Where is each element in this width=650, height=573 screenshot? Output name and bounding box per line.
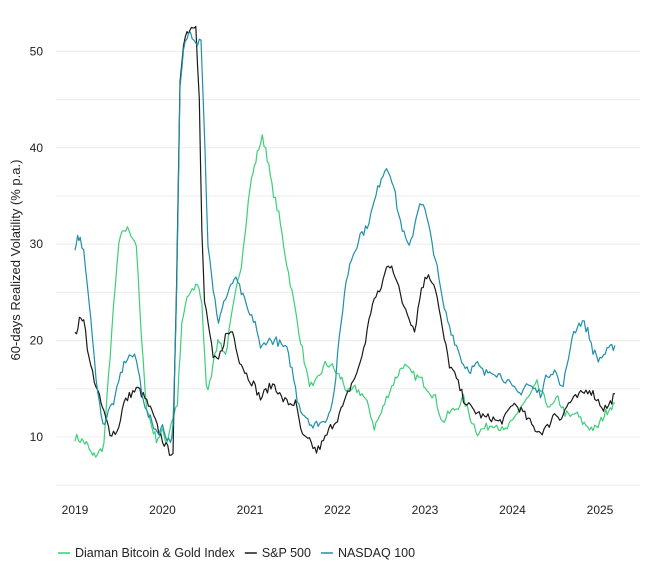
x-tick-label: 2021: [237, 503, 264, 517]
y-tick-label: 10: [30, 430, 44, 444]
series-line-s-p-500: [74, 25, 616, 456]
x-tick-label: 2022: [324, 503, 351, 517]
y-tick-label: 30: [30, 237, 44, 251]
y-tick-label: 20: [30, 334, 44, 348]
y-tick-label: 50: [30, 44, 44, 58]
legend-label-nasdaq-100: NASDAQ 100: [338, 546, 415, 560]
x-tick-label: 2020: [149, 503, 176, 517]
x-tick-label: 2023: [412, 503, 439, 517]
legend-label-s-p-500: S&P 500: [262, 546, 311, 560]
x-tick-label: 2025: [587, 503, 614, 517]
grid-layer: [56, 50, 640, 486]
y-tick-label: 40: [30, 141, 44, 155]
legend: Diaman Bitcoin & Gold Index S&P 500 NASDAQ…: [58, 546, 415, 560]
x-tick-label: 2024: [499, 503, 526, 517]
series-line-diaman-bitcoin-gold-index: [74, 134, 616, 458]
x-tick-label: 2019: [62, 503, 89, 517]
y-axis-label: 60-days Realized Volatility (% p.a.): [8, 160, 23, 361]
series-line-nasdaq-100: [74, 31, 616, 443]
legend-label-diaman-bitcoin-gold-index: Diaman Bitcoin & Gold Index: [75, 546, 236, 560]
axis-layer: 10 20 30 40 50 2019 2020 2021 2022 2023 2024 2025: [30, 44, 614, 517]
series-layer: [74, 25, 616, 458]
